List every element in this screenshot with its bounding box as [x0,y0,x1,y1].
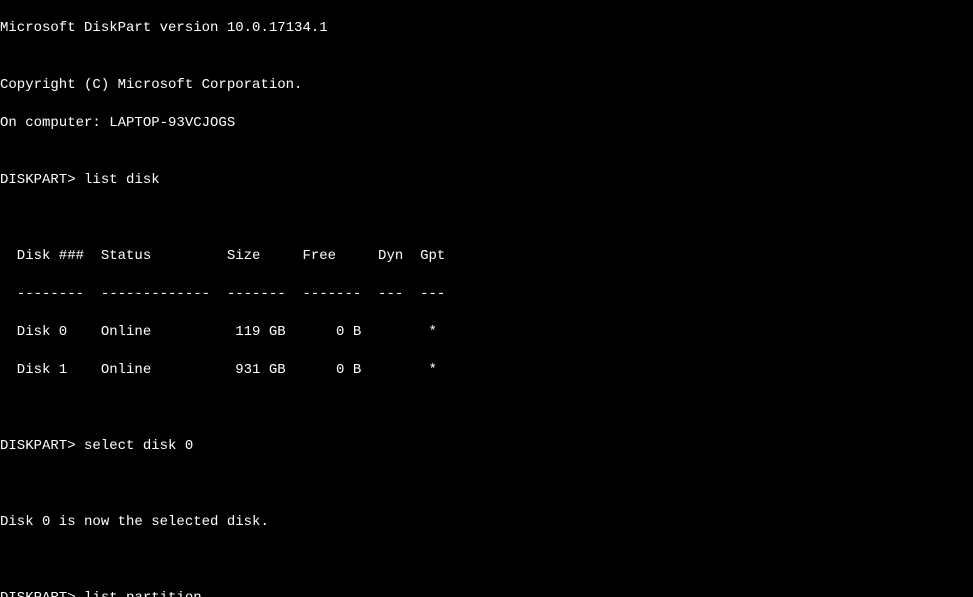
message-line: Disk 0 is now the selected disk. [0,513,973,532]
blank-line [0,209,973,228]
command-text: select disk 0 [84,438,193,454]
command-text: list disk [84,172,160,188]
copyright-line: Copyright (C) Microsoft Corporation. [0,76,973,95]
prompt: DISKPART> [0,438,76,454]
version-line: Microsoft DiskPart version 10.0.17134.1 [0,19,973,38]
disk-table-header: Disk ### Status Size Free Dyn Gpt [0,247,973,266]
blank-line [0,551,973,570]
prompt-line: DISKPART> select disk 0 [0,437,973,456]
prompt-line: DISKPART> list disk [0,171,973,190]
prompt-line: DISKPART> list partition [0,589,973,597]
table-row: Disk 0 Online 119 GB 0 B * [0,323,973,342]
blank-line [0,475,973,494]
prompt: DISKPART> [0,172,76,188]
computer-line: On computer: LAPTOP-93VCJOGS [0,114,973,133]
command-text: list partition [84,590,202,597]
terminal-output[interactable]: Microsoft DiskPart version 10.0.17134.1 … [0,0,973,597]
table-row: Disk 1 Online 931 GB 0 B * [0,361,973,380]
disk-table-divider: -------- ------------- ------- ------- -… [0,285,973,304]
prompt: DISKPART> [0,590,76,597]
blank-line [0,399,973,418]
